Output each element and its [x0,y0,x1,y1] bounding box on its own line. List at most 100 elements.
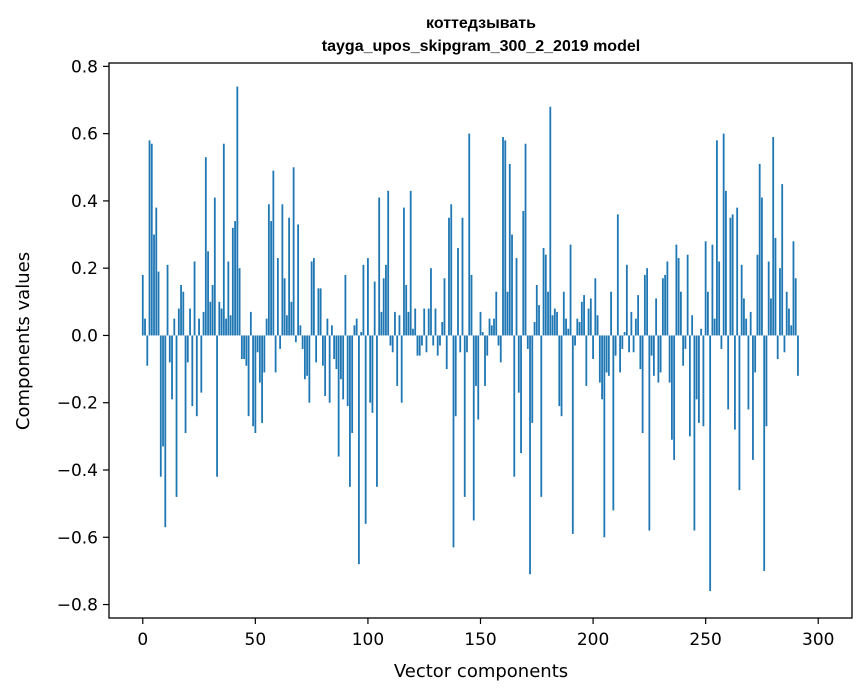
bar [243,335,245,359]
x-tick-label: 0 [137,630,148,650]
bar [673,335,676,460]
bar [565,318,567,336]
bar [450,204,453,336]
bar [175,335,178,497]
bar [792,241,795,336]
bar [353,325,356,336]
bar [189,308,191,336]
bar [299,325,302,336]
bar [772,137,775,336]
bar [716,140,718,336]
bar [333,335,336,359]
bar [484,335,486,386]
bar [797,335,799,376]
bar [587,308,590,336]
bar [506,291,509,336]
bar [727,335,730,410]
bar [276,258,279,336]
bar [162,335,164,447]
bar [718,261,721,336]
bar [360,332,363,336]
bar [177,308,180,336]
bar [630,311,633,336]
bar [670,335,673,440]
bar [544,254,547,336]
bar [301,335,304,349]
bar [380,311,383,336]
bar [704,241,707,336]
bar [306,335,309,376]
bar [349,335,351,487]
bar [270,221,273,336]
bar [191,335,194,407]
bar [261,335,263,423]
bar [684,335,687,349]
bar [371,335,374,413]
bar [542,248,545,336]
bar [479,311,482,336]
bar [412,328,414,336]
bar [445,335,448,370]
bar [616,214,619,336]
bar [583,295,585,336]
bar [598,335,601,383]
bar [621,335,624,349]
bar [486,335,489,356]
chart-title: коттедзывать [426,15,536,32]
bar-series [141,86,799,592]
bar [520,335,522,454]
bar [385,264,387,336]
bar [779,268,781,336]
bar [209,301,212,336]
bar [364,335,367,524]
bar [592,335,594,359]
bar [785,291,788,336]
bar [470,274,473,336]
bar [303,335,306,380]
bar [443,278,446,336]
bar [664,274,667,336]
bar [745,318,748,336]
bar [576,318,579,336]
bar [272,170,275,336]
bar [661,278,664,336]
bar [355,318,358,336]
bar [677,258,680,336]
bar [475,335,477,386]
bar [394,311,396,336]
bar [468,133,471,336]
bar [466,335,468,353]
bar [725,190,727,336]
bar [200,335,203,393]
bar [281,204,284,336]
bar [207,251,209,336]
bar [346,335,349,407]
bar [729,217,732,336]
bar [400,335,403,403]
bar [342,335,345,400]
bar [756,254,759,336]
bar [695,335,698,400]
bar [171,335,173,400]
bar [603,335,606,538]
bar [418,335,421,356]
bar [666,261,669,336]
bar [529,335,531,575]
bar [430,268,432,336]
bar [526,335,529,349]
bar [168,335,171,363]
bar [222,143,225,336]
bar [628,335,630,353]
bar [389,335,392,346]
bar [373,281,376,336]
x-tick-label: 200 [577,630,609,650]
bar [763,335,766,571]
bar [358,335,360,565]
bar [493,318,495,336]
bar [227,261,230,336]
bar [247,335,250,417]
bar [632,335,635,353]
bar [720,335,723,349]
y-tick-label: −0.6 [57,528,98,548]
